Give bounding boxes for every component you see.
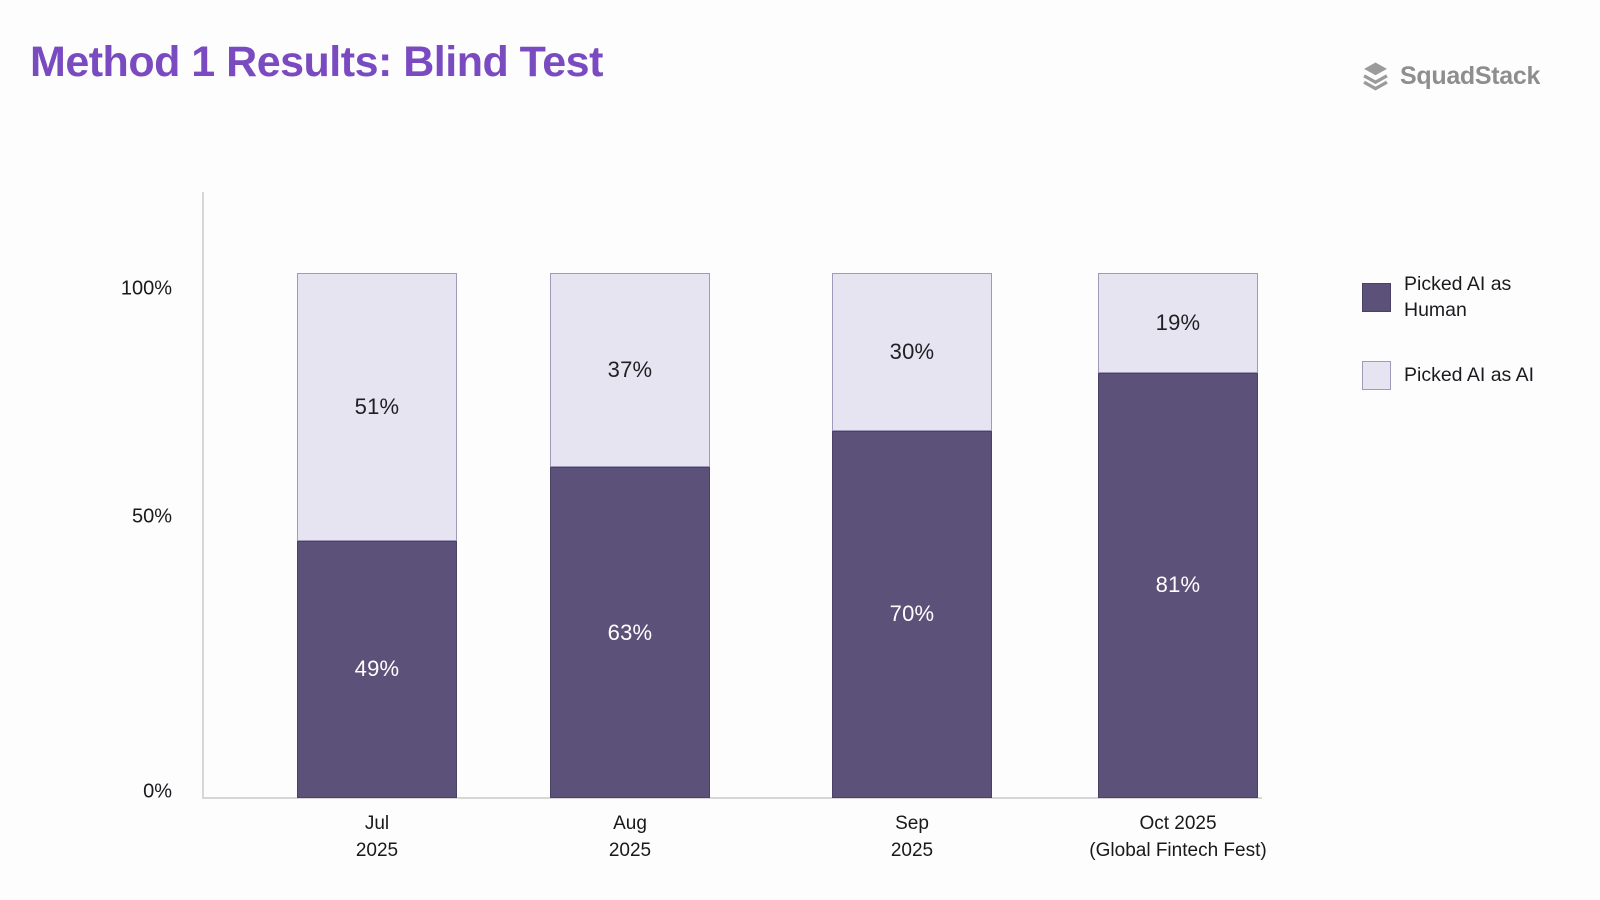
bar-value-label: 49%: [354, 656, 400, 682]
bar-segment-picked-ai-as-human: 49%: [297, 540, 457, 798]
y-axis-tick-label: 50%: [131, 505, 172, 528]
layers-stack-icon: [1360, 60, 1391, 93]
bar-segment-picked-ai-as-human: 70%: [832, 430, 992, 798]
chart-legend: Picked AI as Human Picked AI as AI: [1362, 271, 1534, 390]
legend-swatch: [1362, 360, 1391, 390]
x-axis-label: Jul 2025: [355, 813, 399, 861]
bar-segment-picked-ai-as-human: 63%: [550, 467, 710, 798]
bar-column: 51% 49%: [297, 273, 457, 798]
y-axis-line: [202, 192, 204, 798]
x-axis-line: [202, 797, 1262, 799]
bar-segment-picked-ai-as-ai: 51%: [297, 273, 457, 541]
bar-value-label: 51%: [354, 393, 400, 419]
bar-value-label: 19%: [1155, 309, 1201, 335]
bar-value-label: 63%: [607, 619, 653, 645]
legend-item-picked-ai-as-ai: Picked AI as AI: [1362, 360, 1535, 390]
legend-swatch: [1362, 282, 1391, 312]
y-axis-tick-label: 0%: [143, 780, 172, 803]
legend-label: Picked AI as Human: [1404, 273, 1512, 322]
x-axis-label: Sep 2025: [890, 813, 934, 861]
y-axis-tick-label: 100%: [120, 277, 172, 300]
bar-value-label: 37%: [607, 357, 653, 383]
bar-segment-picked-ai-as-human: 81%: [1098, 372, 1258, 798]
bar-column: 19% 81%: [1098, 273, 1258, 798]
x-axis-label: Oct 2025 (Global Fintech Fest): [1089, 813, 1267, 861]
x-axis-label: Aug 2025: [608, 813, 652, 861]
bar-column: 30% 70%: [832, 273, 992, 798]
bar-value-label: 70%: [889, 601, 935, 627]
bar-value-label: 30%: [889, 338, 935, 364]
bar-value-label: 81%: [1155, 572, 1201, 598]
bar-segment-picked-ai-as-ai: 37%: [550, 273, 710, 468]
squadstack-logo: SquadStack: [1360, 60, 1540, 93]
legend-item-picked-ai-as-human: Picked AI as Human: [1362, 271, 1534, 324]
legend-label: Picked AI as AI: [1404, 363, 1535, 386]
bar-segment-picked-ai-as-ai: 30%: [832, 273, 992, 431]
page-title: Method 1 Results: Blind Test: [30, 38, 603, 86]
logo-text: SquadStack: [1400, 62, 1541, 90]
bar-column: 37% 63%: [550, 273, 710, 798]
bar-segment-picked-ai-as-ai: 19%: [1098, 273, 1258, 373]
